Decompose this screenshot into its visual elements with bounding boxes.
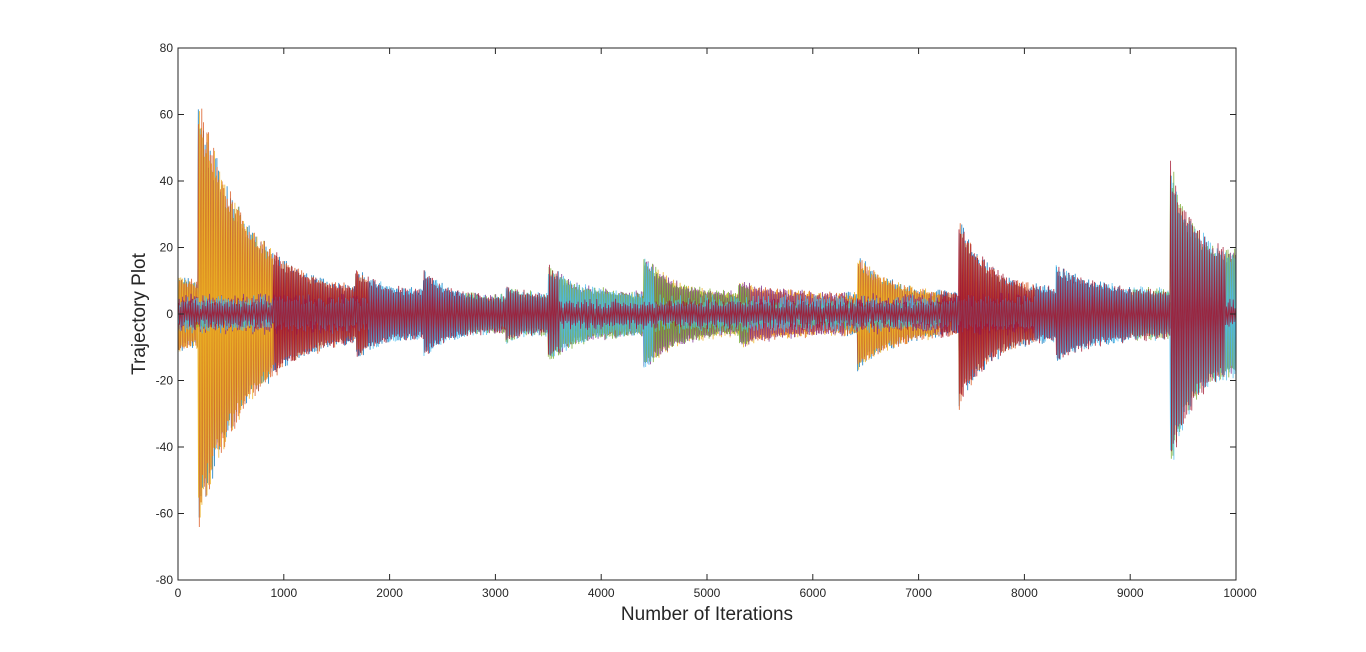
- y-tick-label: 20: [160, 241, 174, 255]
- ticks-layer: 0 1000 2000 3000 4000 5000 6000 7000 8000 9000 100…: [156, 41, 1257, 600]
- x-tick-label: 4000: [588, 586, 615, 600]
- plot-area-border: [177, 47, 1237, 581]
- y-tick-label: -20: [156, 374, 174, 388]
- y-tick-label: 60: [160, 108, 174, 122]
- x-tick-label: 0: [175, 586, 182, 600]
- x-tick-label: 9000: [1117, 586, 1144, 600]
- trajectory-series-line: [178, 160, 1237, 452]
- x-tick-label: 10000: [1223, 586, 1257, 600]
- y-tick-label: -80: [156, 573, 174, 587]
- x-tick-label: 8000: [1011, 586, 1038, 600]
- y-tick-label: 0: [166, 307, 173, 321]
- y-axis-label: Trajectory Plot: [129, 252, 150, 374]
- y-tick-label: -40: [156, 440, 174, 454]
- x-tick-label: 6000: [799, 586, 826, 600]
- x-tick-label: 7000: [905, 586, 932, 600]
- x-axis-label: Number of Iterations: [621, 604, 793, 625]
- x-tick-label: 3000: [482, 586, 509, 600]
- x-tick-label: 1000: [270, 586, 297, 600]
- y-tick-label: 40: [160, 174, 174, 188]
- x-tick-label: 2000: [376, 586, 403, 600]
- y-tick-label: 80: [160, 41, 174, 55]
- series-layer: [177, 108, 1237, 528]
- y-tick-label: -60: [156, 507, 174, 521]
- x-tick-label: 5000: [694, 586, 721, 600]
